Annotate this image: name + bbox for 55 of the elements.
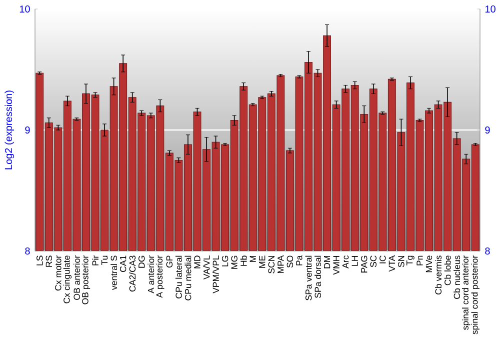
x-tick-label: ventral S [110,256,118,290]
x-tick-label: Cb lobe [444,256,451,286]
x-tick-label: IC [380,256,386,264]
x-tick-label: VTA [388,255,395,272]
x-tick-label: CA1 [120,256,126,272]
y-tick-label: 10 [20,5,30,13]
y-axis-title: Log2 (expression) [4,90,14,170]
x-tick-label: LG [222,256,228,266]
x-tick-label: SCN [268,256,275,274]
x-tick-label: PAG [361,256,368,272]
x-tick-label: MPA [278,255,284,273]
x-tick-label: Cx motor [55,255,62,291]
x-tick-label: OB posterior [82,255,90,304]
x-tick-label: Arc [342,256,349,268]
x-tick-label: A anterior [148,255,154,294]
x-tick-label: CA2/CA3 [129,256,136,292]
x-tick-label: Pa [296,255,302,266]
x-tick-label: VA/VL [203,256,210,280]
y2-tick-label: 10 [485,5,496,13]
x-tick-label: VMH [333,256,340,275]
x-tick-label: M [250,256,256,262]
x-tick-label: RS [46,256,52,267]
x-tick-label: spinal cord anterior [462,255,470,330]
x-tick-label: ME [259,256,266,268]
x-tick-label: DM [324,256,330,268]
x-tick-label: SC [370,256,376,268]
x-tick-label: VPM/VPL [212,256,220,294]
x-tick-label: MD [194,256,200,268]
x-tick-label: Cb vermis [435,256,442,294]
x-tick-label: GP [166,256,173,268]
x-tick-label: Pir [92,255,98,266]
y-tick-label: 9 [25,126,30,134]
x-tick-label: LS [36,256,43,266]
x-tick-label: MG [231,256,238,269]
x-tick-label: A posterior [156,255,164,298]
x-tick-label: spinal cord posterior [471,255,480,334]
x-tick-label: Tu [101,256,108,266]
x-tick-label: Cb nucleus [454,256,460,299]
x-tick-label: SN [398,256,404,268]
x-tick-label: LH [352,256,358,266]
y2-tick-label: 8 [485,247,490,255]
x-tick-label: MVe [426,256,432,272]
x-tick-label: Hb [240,256,247,266]
x-tick-label: OB anterior [73,255,80,300]
y2-tick-label: 9 [485,126,490,134]
x-tick-label: CPu lateral [175,256,182,298]
x-tick-label: Cx cingulate [63,256,72,304]
x-tick-label: SPa ventral [305,256,312,300]
x-tick-label: CPu medial [184,256,192,300]
x-tick-label: SPa dorsal [314,256,321,298]
x-tick-label: Tg [406,256,414,266]
x-tick-label: SO [286,256,294,268]
x-tick-label: DG [138,256,145,268]
y-tick-label: 8 [25,247,30,255]
x-tick-label: Pn [416,256,423,266]
